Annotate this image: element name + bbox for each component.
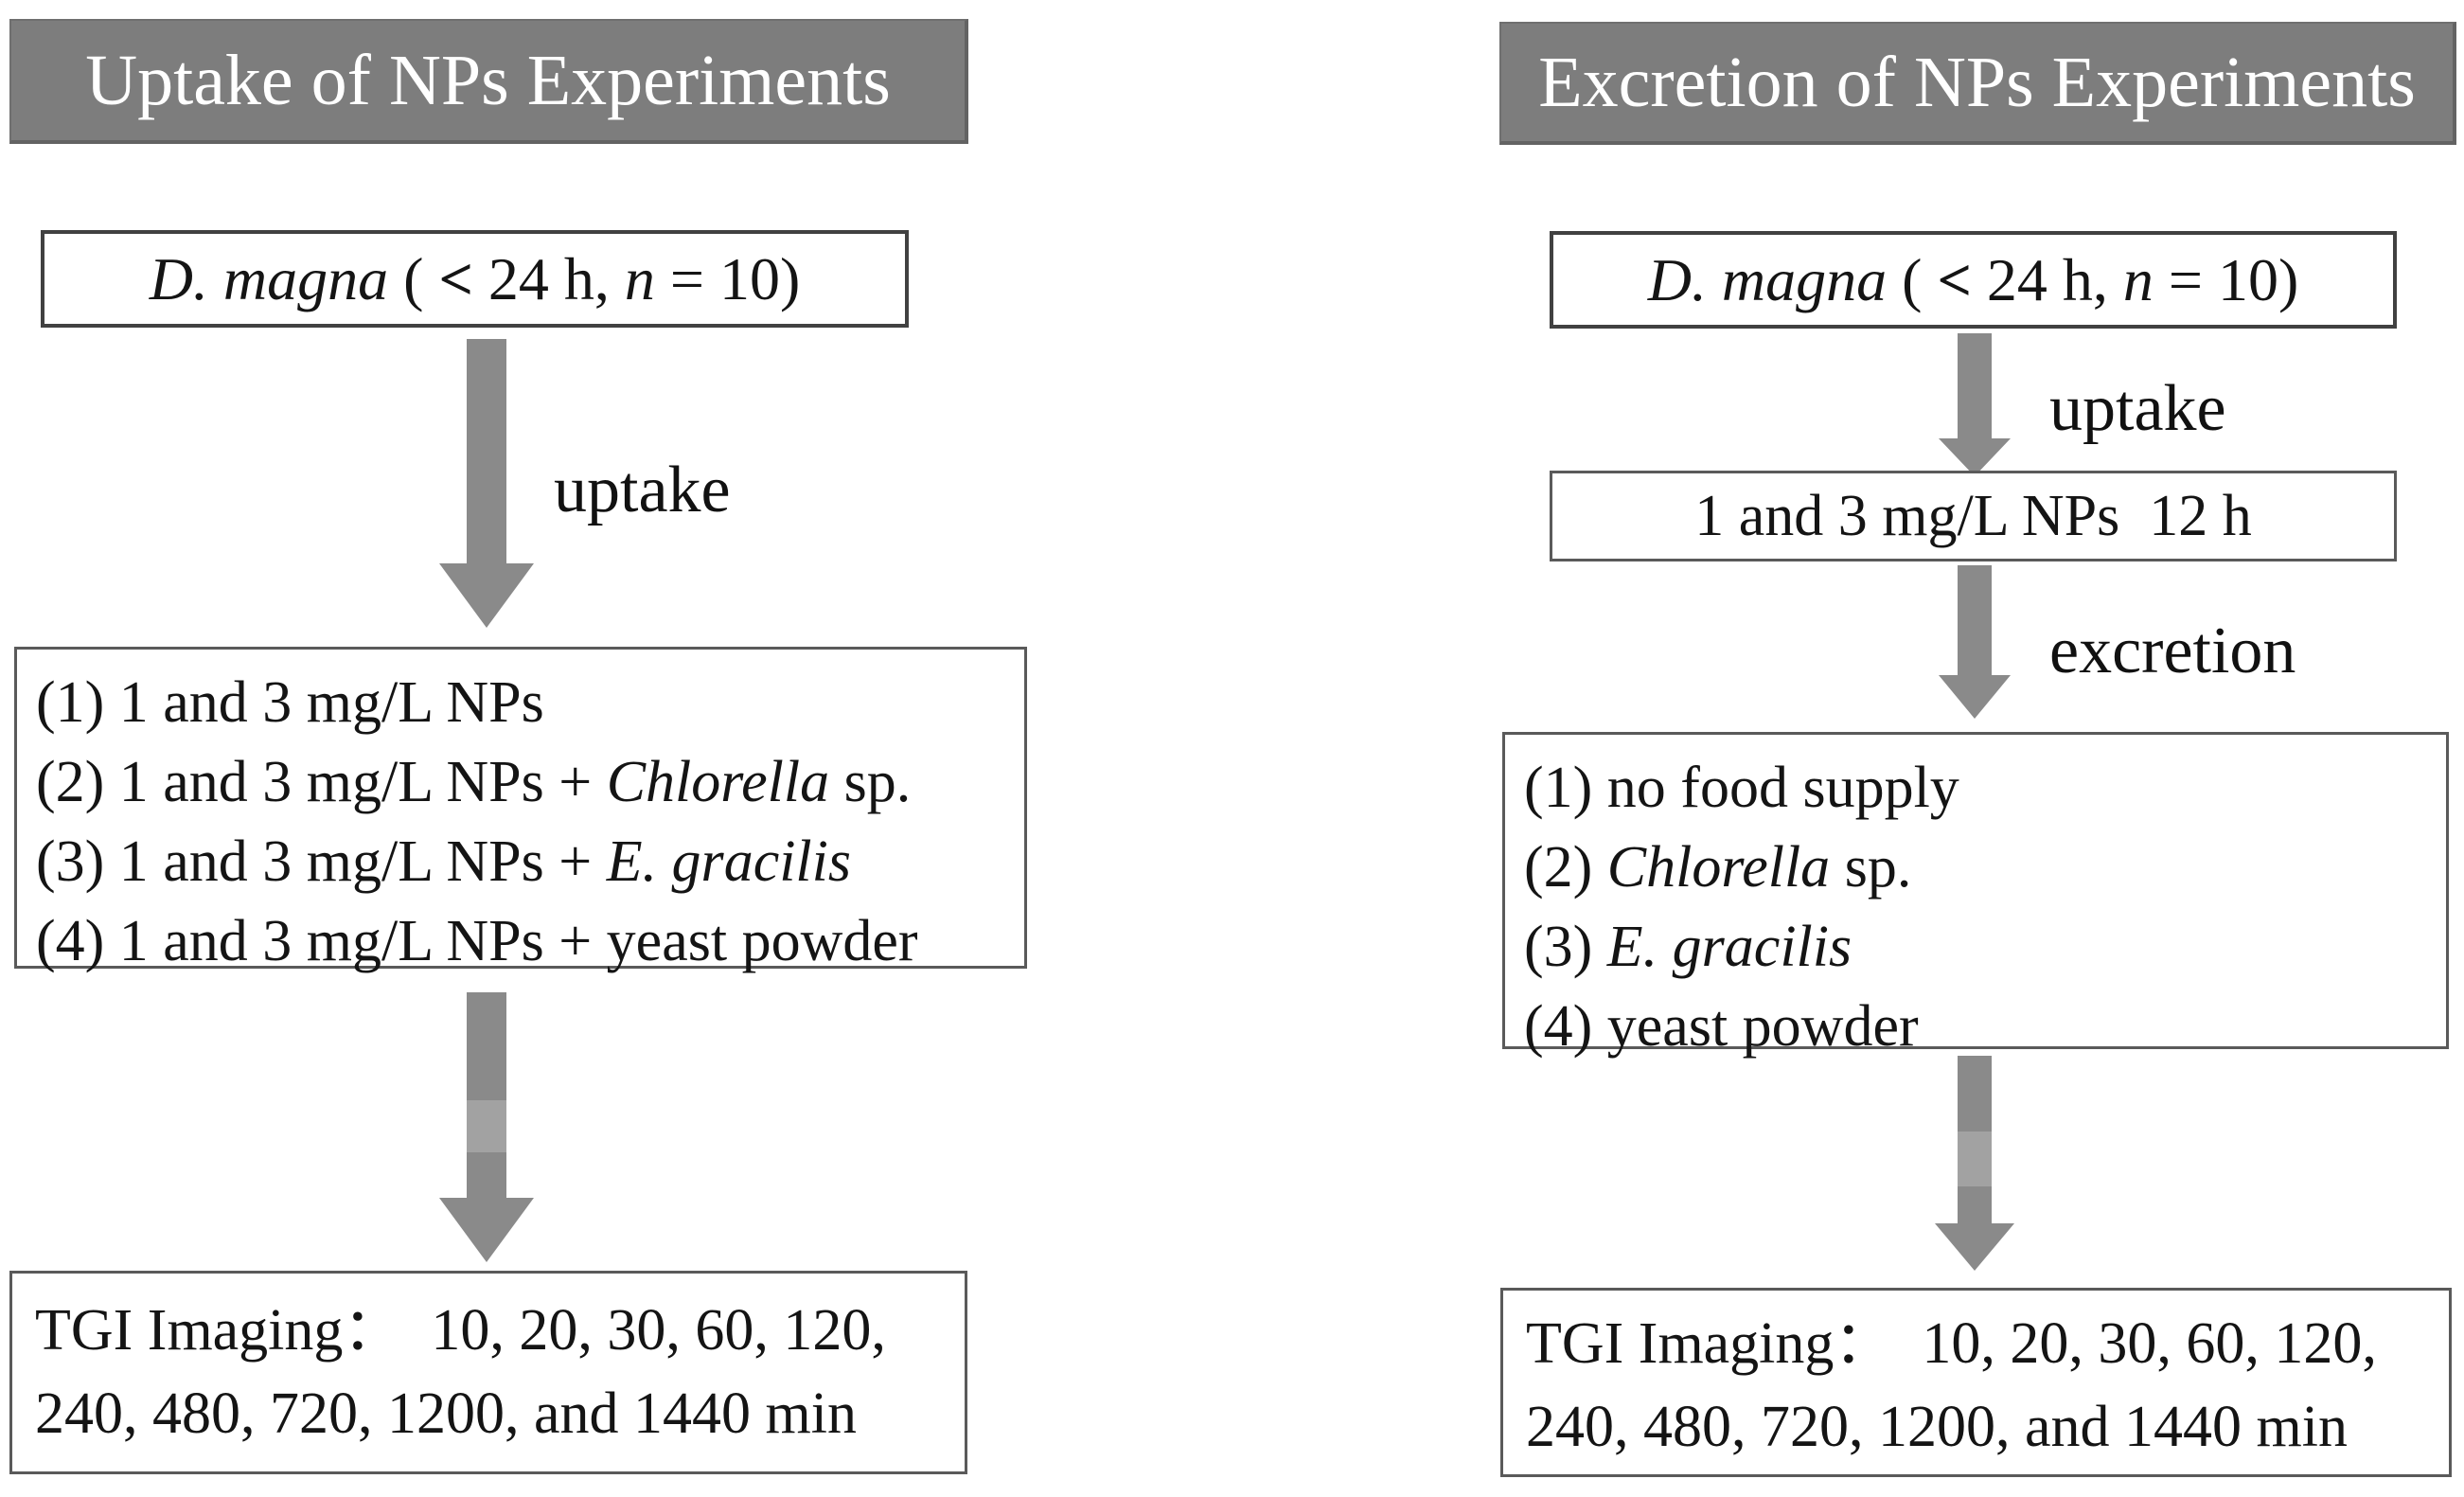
uptake-subject-box: D. magna ( < 24 h, n = 10) bbox=[41, 230, 909, 328]
excretion-tgi-line-1: TGI Imaging： 10, 20, 30, 60, 120, bbox=[1526, 1311, 2377, 1376]
uptake-conditions-box: (1) 1 and 3 mg/L NPs (2) 1 and 3 mg/L NP… bbox=[14, 647, 1027, 973]
uptake-condition-1: (1) 1 and 3 mg/L NPs bbox=[36, 670, 544, 735]
excretion-condition-4: (4) yeast powder bbox=[1524, 994, 1919, 1059]
excretion-subject-box: D. magna ( < 24 h, n = 10) bbox=[1550, 231, 2397, 329]
uptake-arrow-1-head-icon bbox=[439, 563, 534, 628]
excretion-arrow-1-head-icon bbox=[1939, 438, 2011, 476]
excretion-tgi-imaging-box: TGI Imaging： 10, 20, 30, 60, 120, 240, 4… bbox=[1500, 1288, 2452, 1477]
uptake-arrow-1-shaft bbox=[467, 339, 506, 563]
uptake-tgi-line-1: TGI Imaging： 10, 20, 30, 60, 120, bbox=[35, 1298, 886, 1363]
uptake-arrow-2-shaft-highlight bbox=[467, 1100, 506, 1152]
excretion-experiments-header-label: Excretion of NPs Experiments bbox=[1538, 42, 2416, 122]
excretion-experiments-header: Excretion of NPs Experiments bbox=[1499, 22, 2456, 145]
excretion-exposure-text: 1 and 3 mg/L NPs 12 h bbox=[1694, 483, 2252, 548]
excretion-arrow-1-shaft bbox=[1958, 333, 1992, 438]
excretion-arrow-3-head-icon bbox=[1935, 1223, 2014, 1271]
excretion-tgi-line-2: 240, 480, 720, 1200, and 1440 min bbox=[1526, 1395, 2348, 1459]
excretion-arrow-2-head-icon bbox=[1939, 675, 2011, 719]
uptake-experiments-header-label: Uptake of NPs Experiments bbox=[85, 40, 891, 120]
uptake-experiments-header: Uptake of NPs Experiments bbox=[9, 19, 968, 144]
uptake-condition-2: (2) 1 and 3 mg/L NPs + Chlorella sp. bbox=[36, 750, 912, 814]
excretion-arrow-1-label: uptake bbox=[2049, 372, 2226, 445]
excretion-condition-2: (2) Chlorella sp. bbox=[1524, 835, 1912, 900]
excretion-exposure-box: 1 and 3 mg/L NPs 12 h bbox=[1550, 471, 2397, 561]
excretion-arrow-2-shaft bbox=[1958, 565, 1992, 675]
uptake-condition-3: (3) 1 and 3 mg/L NPs + E. gracilis bbox=[36, 829, 852, 894]
uptake-tgi-line-2: 240, 480, 720, 1200, and 1440 min bbox=[35, 1381, 857, 1446]
excretion-subject-text: D. magna ( < 24 h, n = 10) bbox=[1647, 245, 2299, 313]
uptake-condition-4: (4) 1 and 3 mg/L NPs + yeast powder bbox=[36, 909, 918, 973]
excretion-arrow-3-shaft-highlight bbox=[1958, 1132, 1992, 1186]
uptake-arrow-2-shaft bbox=[467, 992, 506, 1198]
excretion-condition-3: (3) E. gracilis bbox=[1524, 915, 1852, 979]
excretion-arrow-2-label: excretion bbox=[2049, 615, 2296, 687]
uptake-tgi-imaging-box: TGI Imaging： 10, 20, 30, 60, 120, 240, 4… bbox=[9, 1271, 967, 1474]
uptake-arrow-1-label: uptake bbox=[554, 454, 731, 526]
uptake-subject-text: D. magna ( < 24 h, n = 10) bbox=[149, 244, 801, 312]
excretion-conditions-box: (1) no food supply (2) Chlorella sp. (3)… bbox=[1502, 732, 2449, 1059]
excretion-condition-1: (1) no food supply bbox=[1524, 756, 1959, 820]
uptake-arrow-2-head-icon bbox=[439, 1198, 534, 1262]
